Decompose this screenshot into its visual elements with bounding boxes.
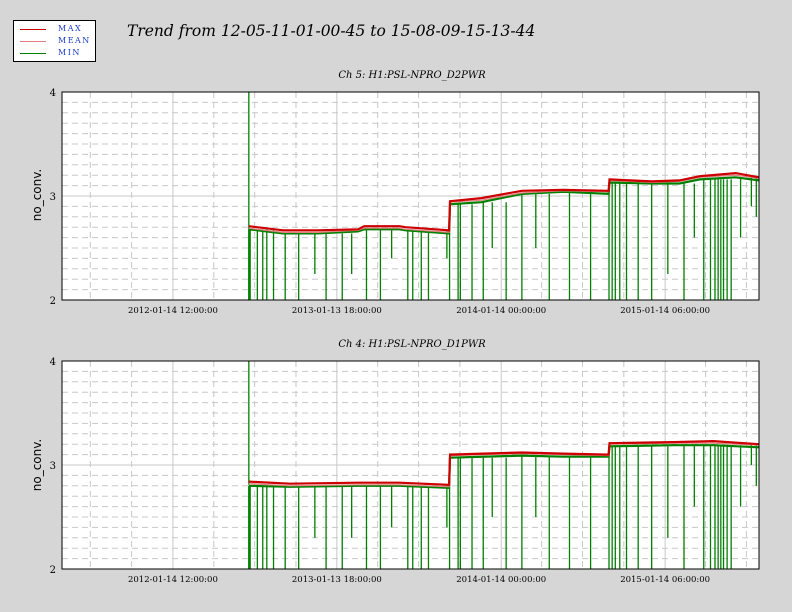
y-tick-label-ch1: 2 bbox=[50, 565, 56, 576]
x-tick-label-ch1: 2013-01-13 18:00:00 bbox=[292, 575, 382, 585]
legend-label-min: MIN bbox=[58, 48, 81, 57]
x-tick-label-ch1: 2015-01-14 06:00:00 bbox=[620, 575, 710, 585]
y-tick-label-ch0: 2 bbox=[50, 296, 56, 307]
legend-swatch-min bbox=[20, 53, 46, 54]
y-tick-label-ch1: 3 bbox=[50, 461, 56, 472]
plot-frame-ch1 bbox=[61, 360, 760, 570]
series-line-max-ch1 bbox=[248, 439, 760, 486]
legend-item-mean: MEAN bbox=[14, 35, 95, 47]
series-line-min-ch0 bbox=[248, 176, 760, 235]
y-tick-label-ch0: 3 bbox=[50, 192, 56, 203]
y-tick-label-ch0: 4 bbox=[50, 88, 56, 99]
x-tick-label-ch1: 2012-01-14 12:00:00 bbox=[128, 575, 218, 585]
legend: MAX MEAN MIN bbox=[13, 20, 96, 62]
page-title: Trend from 12-05-11-01-00-45 to 15-08-09… bbox=[127, 22, 536, 40]
series-line-min-ch1 bbox=[248, 444, 760, 490]
legend-label-max: MAX bbox=[58, 24, 83, 33]
x-tick-label-ch1: 2014-01-14 00:00:00 bbox=[456, 575, 546, 585]
legend-swatch-max bbox=[20, 29, 46, 30]
chart-title-ch5: Ch 5: H1:PSL-NPRO_D2PWR bbox=[338, 70, 486, 81]
y-tick-label-ch1: 4 bbox=[50, 357, 56, 368]
legend-item-max: MAX bbox=[14, 23, 95, 35]
x-tick-label-ch0: 2012-01-14 12:00:00 bbox=[128, 306, 218, 316]
series-line-max-ch0 bbox=[248, 171, 760, 232]
plot-frame-ch0 bbox=[61, 91, 760, 301]
legend-label-mean: MEAN bbox=[58, 36, 91, 45]
x-tick-label-ch0: 2015-01-14 06:00:00 bbox=[620, 306, 710, 316]
legend-swatch-mean bbox=[20, 41, 46, 42]
chart-title-ch4: Ch 4: H1:PSL-NPRO_D1PWR bbox=[338, 339, 486, 350]
x-tick-label-ch0: 2013-01-13 18:00:00 bbox=[292, 306, 382, 316]
legend-item-min: MIN bbox=[14, 47, 95, 59]
x-tick-label-ch0: 2014-01-14 00:00:00 bbox=[456, 306, 546, 316]
